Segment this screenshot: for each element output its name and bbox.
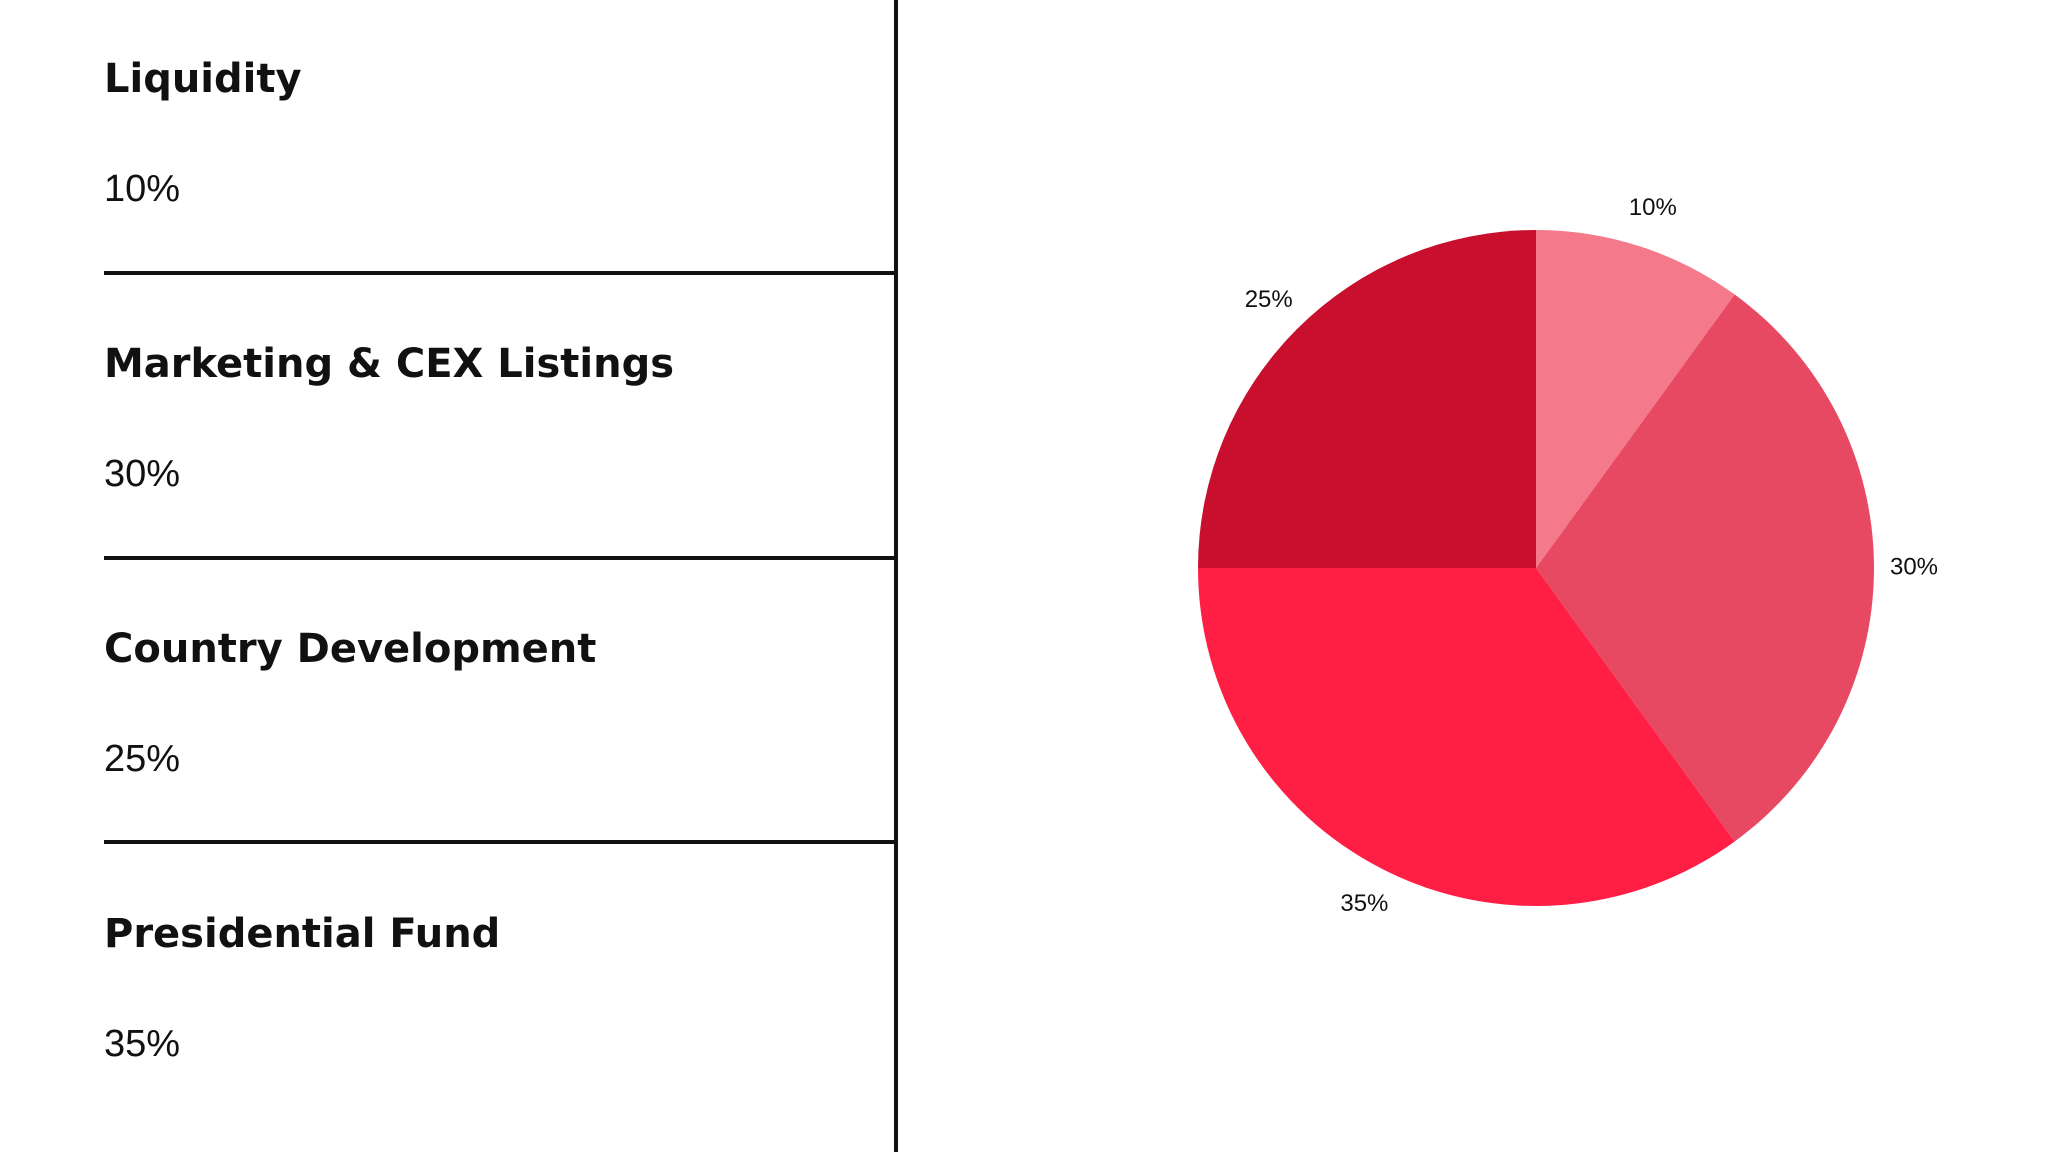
item-name: Presidential Fund: [104, 911, 500, 957]
slice-label: 10%: [1629, 194, 1677, 221]
pie-slice: [1536, 294, 1874, 842]
item-value: 25%: [104, 738, 180, 780]
slice-label: 35%: [1340, 890, 1388, 917]
pie-slice: [1198, 230, 1536, 568]
item-name: Liquidity: [104, 56, 302, 102]
item-name: Marketing & CEX Listings: [104, 341, 674, 387]
slice-label: 30%: [1890, 553, 1938, 580]
item-value: 35%: [104, 1023, 180, 1065]
item-value: 30%: [104, 453, 180, 495]
pie-slice: [1536, 230, 1735, 568]
pie-slice: [1198, 568, 1735, 906]
item-value: 10%: [104, 168, 180, 210]
item-name: Country Development: [104, 626, 596, 672]
slice-label: 25%: [1245, 286, 1293, 313]
